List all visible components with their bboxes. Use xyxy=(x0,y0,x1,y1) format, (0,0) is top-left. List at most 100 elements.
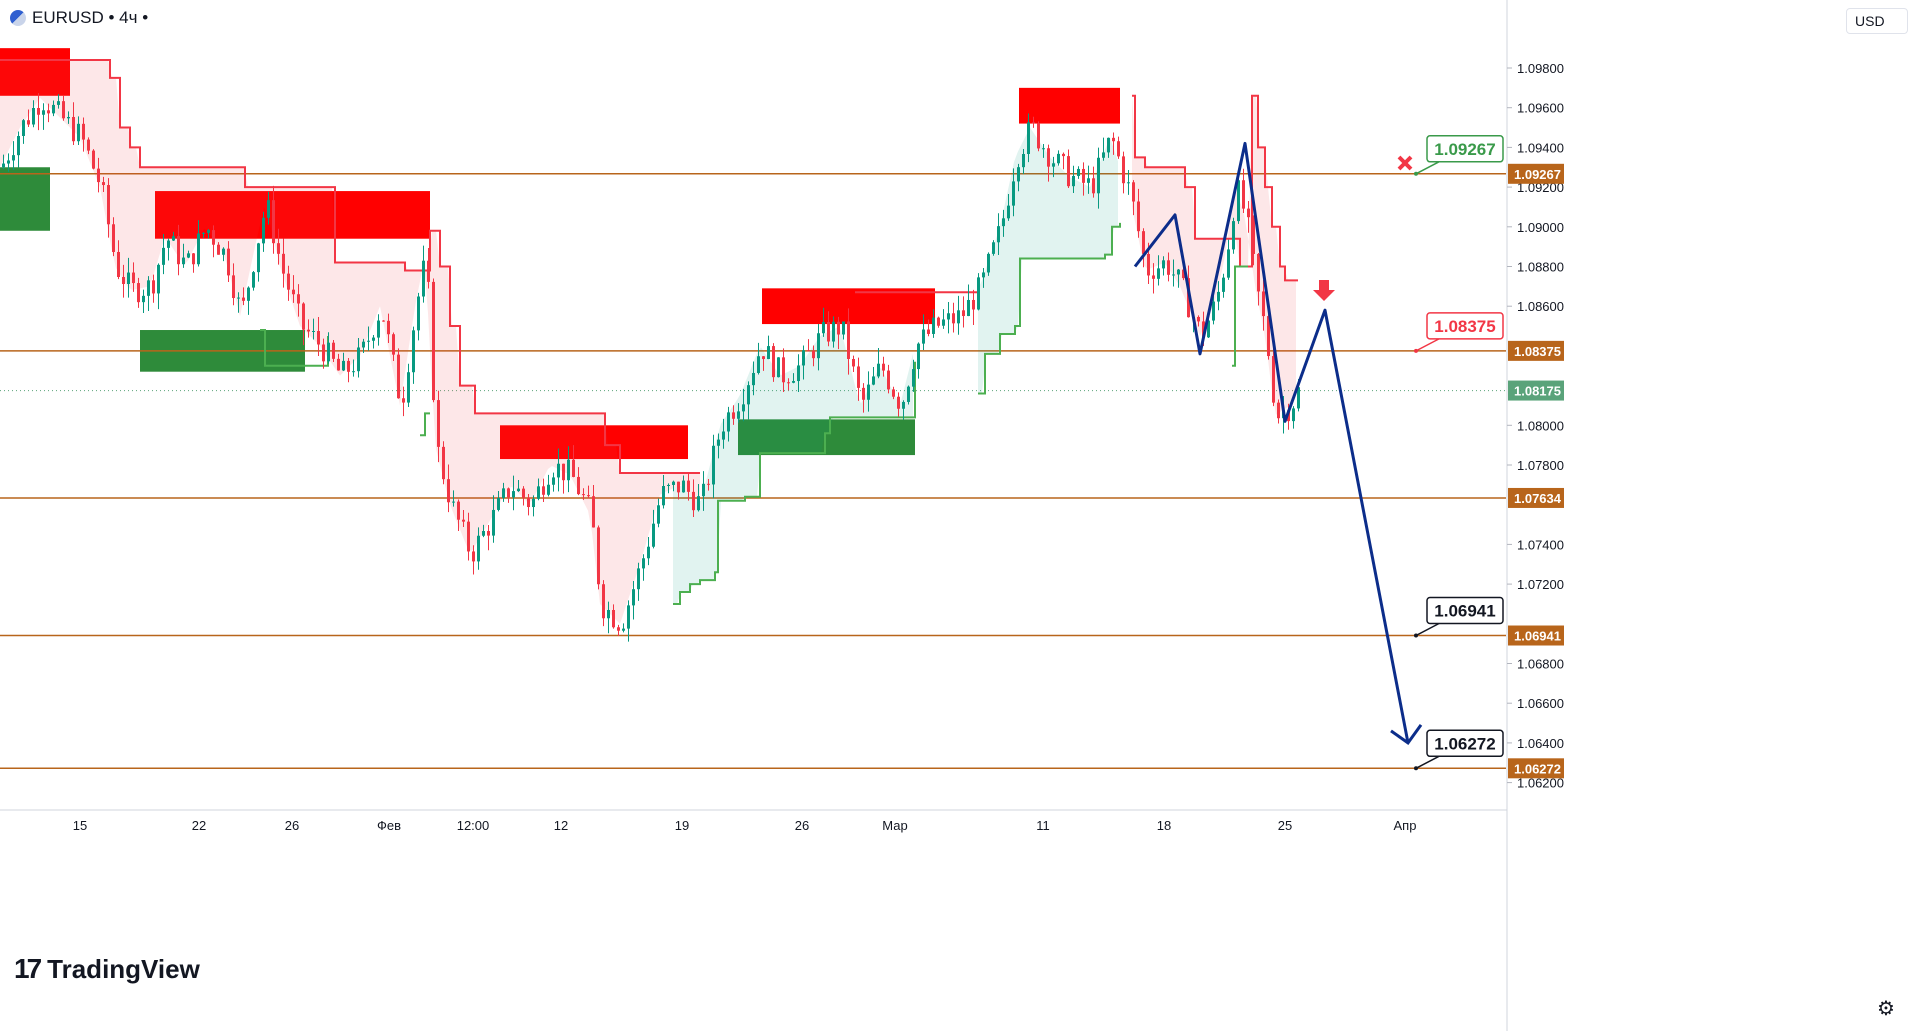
candle-body xyxy=(1092,178,1095,194)
settings-button[interactable]: ⚙ xyxy=(1874,997,1898,1021)
candle-body xyxy=(1262,291,1265,317)
candle-body xyxy=(967,299,970,317)
symbol-header[interactable]: EURUSD • 4ч • xyxy=(10,8,148,28)
logo-text: TradingView xyxy=(47,953,200,984)
candle-body xyxy=(522,488,525,498)
callouts-layer: 1.09267 1.08375 1.06941 1.06272 xyxy=(1414,135,1504,771)
y-tick-label: 1.07400 xyxy=(1517,537,1564,552)
level-price-tag-label: 1.07634 xyxy=(1514,491,1562,506)
candle-body xyxy=(1042,148,1045,150)
x-tick-label: 11 xyxy=(1036,818,1050,833)
candle-body xyxy=(322,344,325,362)
candle-body xyxy=(862,387,865,400)
current-price-tag xyxy=(1508,380,1564,401)
candle-body xyxy=(1012,181,1015,206)
tradingview-logo: 17 TradingView xyxy=(14,953,200,985)
candle-body xyxy=(767,346,770,360)
candle-body xyxy=(587,495,590,497)
candle-body xyxy=(1002,218,1005,227)
candle-body xyxy=(842,321,845,335)
support-trail-4 xyxy=(978,222,1121,395)
candle-body xyxy=(797,365,800,382)
candle-body xyxy=(1237,180,1240,222)
y-tick-label: 1.07800 xyxy=(1517,458,1564,473)
y-tick-label: 1.09800 xyxy=(1517,61,1564,76)
y-tick-label: 1.08600 xyxy=(1517,299,1564,314)
currency-button[interactable]: USD xyxy=(1846,8,1908,34)
candle-body xyxy=(977,277,980,310)
candle-body xyxy=(772,346,775,378)
candle-body xyxy=(532,498,535,508)
candle-body xyxy=(542,486,545,495)
callout-pointer xyxy=(1415,161,1440,175)
projected-path-layer xyxy=(1133,141,1423,745)
candle-body xyxy=(552,477,555,485)
candle-body xyxy=(132,272,135,284)
callout-box xyxy=(1426,312,1504,340)
candle-body xyxy=(107,185,110,225)
y-tick-label: 1.09000 xyxy=(1517,220,1564,235)
candle-body xyxy=(477,535,480,562)
candle-body xyxy=(27,120,30,125)
candle-body xyxy=(652,523,655,547)
candle-body xyxy=(312,330,315,332)
level-price-tag-label: 1.06272 xyxy=(1514,761,1561,776)
arrow-head xyxy=(1313,290,1335,301)
candle-body xyxy=(592,496,595,528)
candle-body xyxy=(1127,182,1130,184)
candle-body xyxy=(1212,301,1215,321)
candle-body xyxy=(1137,201,1140,232)
candle-body xyxy=(172,236,175,241)
candle-body xyxy=(157,264,160,294)
candle-body xyxy=(757,356,760,373)
candle-body xyxy=(432,281,435,401)
candle-body xyxy=(632,589,635,606)
candle-body xyxy=(502,488,505,498)
level-price-tag-1 xyxy=(1508,340,1564,361)
y-tick-label: 1.06800 xyxy=(1517,657,1564,672)
candle-body xyxy=(672,481,675,485)
candle-body xyxy=(337,358,340,371)
y-tick-label: 1.07200 xyxy=(1517,577,1564,592)
candle-body xyxy=(712,445,715,485)
candle-body xyxy=(32,108,35,125)
candle-body xyxy=(127,272,130,284)
level-price-tag-label: 1.08375 xyxy=(1514,344,1561,359)
price-callout-4: 1.06272 xyxy=(1414,729,1504,771)
x-tick-label: 12:00 xyxy=(457,818,490,833)
candle-body xyxy=(57,101,60,105)
candle-body xyxy=(482,531,485,536)
candle-body xyxy=(92,150,95,169)
candle-body xyxy=(402,398,405,403)
candle-body xyxy=(1207,320,1210,338)
candle-body xyxy=(437,400,440,447)
candle-body xyxy=(122,276,125,284)
candle-body xyxy=(777,357,780,378)
candle-body xyxy=(1057,153,1060,164)
candle-body xyxy=(1007,205,1010,219)
y-tick-label: 1.06200 xyxy=(1517,776,1564,791)
candle-body xyxy=(1252,217,1255,254)
level-price-tag-2 xyxy=(1508,487,1564,508)
candle-body xyxy=(72,116,75,142)
candle-body xyxy=(192,253,195,265)
candle-body xyxy=(22,120,25,136)
candle-body xyxy=(487,531,490,536)
y-tick-label: 1.08800 xyxy=(1517,260,1564,275)
candle-body xyxy=(332,342,335,359)
candle-body xyxy=(67,116,70,119)
callout-box xyxy=(1426,729,1504,758)
candle-body xyxy=(942,319,945,326)
candle-body xyxy=(512,491,515,498)
callout-label: 1.08375 xyxy=(1434,317,1495,336)
candle-body xyxy=(792,381,795,383)
candle-body xyxy=(452,501,455,503)
callout-box xyxy=(1426,596,1504,625)
candle-body xyxy=(717,439,720,446)
candle-body xyxy=(272,200,275,244)
candle-body xyxy=(627,605,630,629)
candle-body xyxy=(687,480,690,492)
candle-body xyxy=(1247,208,1250,218)
